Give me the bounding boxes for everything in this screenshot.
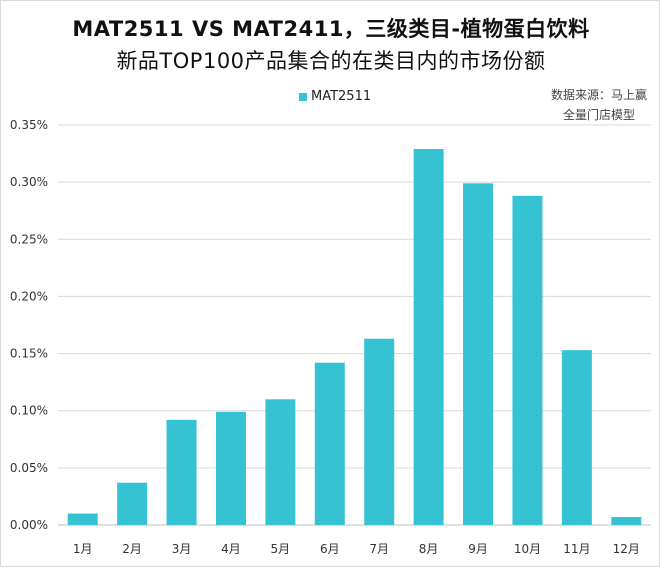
- x-tick-label: 2月: [122, 542, 142, 556]
- chart-subtitle: 新品TOP100产品集合的在类目内的市场份额: [116, 49, 546, 73]
- y-tick-label: 0.20%: [10, 289, 48, 303]
- y-tick-label: 0.05%: [10, 461, 48, 475]
- source-note-2: 全量门店模型: [562, 108, 635, 122]
- y-tick-label: 0.35%: [10, 118, 48, 132]
- chart-title: MAT2511 VS MAT2411，三级类目-植物蛋白饮料: [72, 17, 590, 41]
- source-note: 数据来源：马上赢: [550, 88, 647, 102]
- y-tick-label: 0.10%: [10, 404, 48, 418]
- x-tick-label: 3月: [172, 542, 192, 556]
- bar: [314, 362, 345, 525]
- x-tick-label: 4月: [221, 542, 241, 556]
- x-tick-label: 10月: [514, 542, 541, 556]
- bar: [512, 195, 543, 525]
- bar: [561, 350, 592, 525]
- bar: [166, 419, 197, 525]
- legend-swatch: [299, 92, 307, 101]
- y-tick-label: 0.25%: [10, 232, 48, 246]
- bar: [463, 183, 494, 526]
- bar: [67, 513, 98, 525]
- x-tick-label: 11月: [563, 542, 590, 556]
- x-tick-label: 12月: [613, 542, 640, 556]
- y-tick-label: 0.00%: [10, 518, 48, 532]
- legend-label: MAT2511: [311, 89, 372, 104]
- bar: [413, 149, 444, 525]
- y-tick-label: 0.15%: [10, 347, 48, 361]
- x-tick-label: 9月: [468, 542, 488, 556]
- x-tick-label: 7月: [369, 542, 389, 556]
- x-tick-label: 8月: [419, 542, 439, 556]
- x-tick-label: 1月: [73, 542, 93, 556]
- legend: MAT2511: [299, 89, 371, 104]
- x-tick-label: 6月: [320, 542, 340, 556]
- bar: [265, 399, 296, 525]
- bar: [364, 338, 395, 525]
- bar: [117, 482, 148, 525]
- bar: [215, 411, 246, 525]
- y-tick-label: 0.30%: [10, 175, 48, 189]
- bar: [611, 517, 642, 525]
- x-tick-label: 5月: [271, 542, 291, 556]
